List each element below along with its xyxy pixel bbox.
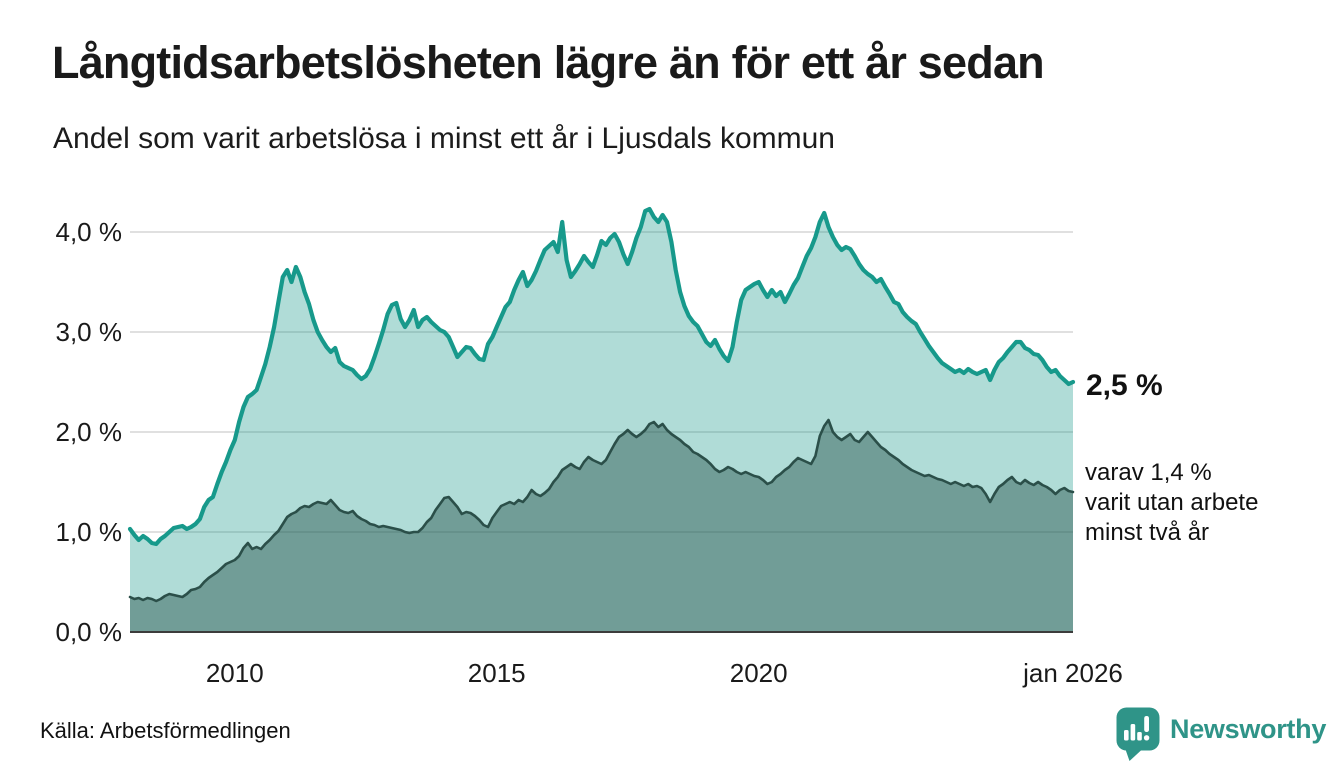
y-axis-tick-label: 4,0 % bbox=[56, 217, 123, 247]
x-axis-tick-label: 2020 bbox=[730, 658, 788, 688]
series-area-1 bbox=[130, 420, 1073, 632]
brand-logo: Newsworthy bbox=[1115, 706, 1326, 762]
source-note: Källa: Arbetsförmedlingen bbox=[40, 718, 291, 743]
series-line-1 bbox=[128, 418, 1075, 603]
newsworthy-icon bbox=[1116, 707, 1160, 761]
y-axis-tick-label: 2,0 % bbox=[56, 417, 123, 447]
x-axis-tick-label: 2015 bbox=[468, 658, 526, 688]
series-area-0 bbox=[130, 209, 1073, 632]
end-value-label: 2,5 % bbox=[1086, 369, 1163, 402]
page-subtitle: Andel som varit arbetslösa i minst ett å… bbox=[53, 122, 835, 155]
annotation-line: varit utan arbete bbox=[1085, 489, 1259, 516]
page-title: Långtidsarbetslösheten lägre än för ett … bbox=[52, 37, 1045, 88]
x-axis-tick-label: 2010 bbox=[206, 658, 264, 688]
y-axis-tick-label: 0,0 % bbox=[56, 617, 123, 647]
series-line-0 bbox=[127, 206, 1076, 547]
secondary-series-annotation: varav 1,4 % varit utan arbete minst två … bbox=[1085, 458, 1325, 548]
annotation-line: minst två år bbox=[1085, 519, 1210, 546]
y-axis-tick-label: 3,0 % bbox=[56, 317, 123, 347]
brand-wordmark: Newsworthy bbox=[1170, 714, 1327, 744]
annotation-line: varav 1,4 % bbox=[1085, 459, 1212, 486]
x-axis-tick-label: jan 2026 bbox=[1022, 658, 1123, 688]
y-axis-tick-label: 1,0 % bbox=[56, 517, 123, 547]
